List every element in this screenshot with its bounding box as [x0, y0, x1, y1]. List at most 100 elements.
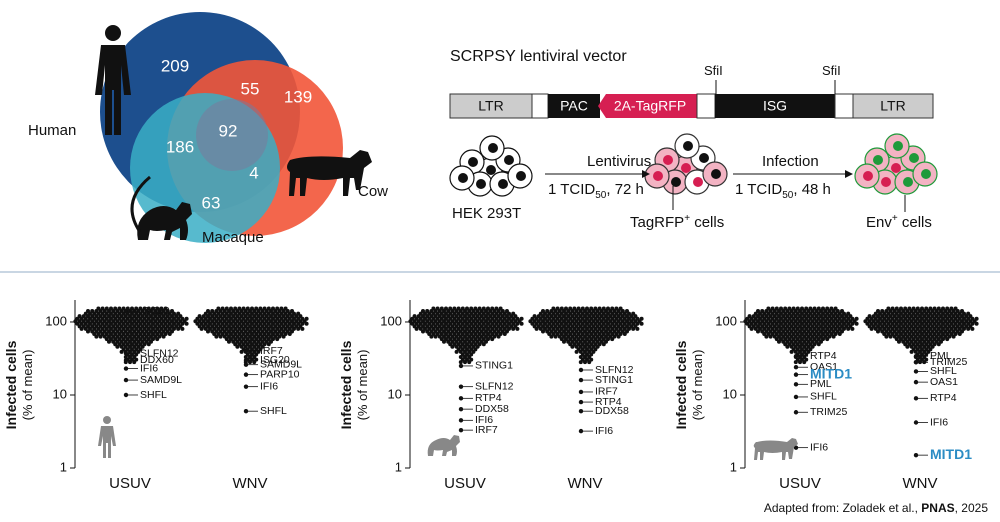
- swarm-dot: [104, 306, 109, 311]
- step-dose: 1 TCID50, 72 h: [548, 181, 644, 201]
- human-icon: [95, 25, 131, 135]
- segment-label: ISG: [763, 98, 787, 114]
- venn-count: 139: [284, 87, 312, 106]
- swarm-dot: [966, 311, 971, 316]
- ltr: [852, 93, 934, 119]
- swarm-dot: [113, 306, 118, 311]
- x-tick-label: WNV: [568, 475, 603, 492]
- swarm-dot: [631, 311, 636, 316]
- gene-point: [243, 384, 249, 389]
- cells-hek: [449, 135, 533, 197]
- swarm-dot: [245, 306, 250, 311]
- swarm-dot: [283, 306, 288, 311]
- y-axis-label: (% of mean): [20, 350, 35, 421]
- workflow: HEK 293T Lentivirus 1 TCID50, 72 h TagRF…: [449, 133, 938, 231]
- gene-label: SAMD9L: [260, 358, 302, 370]
- gene-label: SLFN12: [595, 364, 634, 376]
- nucleus: [711, 169, 721, 179]
- gene-point: [913, 353, 919, 359]
- swarm-dot: [899, 306, 903, 311]
- swarm-dot: [431, 306, 436, 311]
- gene-point: [793, 445, 799, 450]
- swarm-dot: [747, 314, 752, 319]
- venn-count: 186: [166, 137, 194, 156]
- cell-label: Env+ cells: [866, 213, 932, 231]
- swarm-dot: [254, 306, 259, 311]
- gene-label: SAMD9L: [140, 374, 182, 386]
- swarm-dot: [481, 306, 486, 311]
- nucleus: [486, 165, 496, 175]
- x-tick-label: USUV: [444, 475, 486, 492]
- swarm-dot: [146, 306, 151, 311]
- credit: Adapted from: Zoladek et al., PNAS, 2025: [764, 501, 988, 515]
- gene-point: [793, 372, 799, 377]
- swarm-dot: [159, 306, 164, 311]
- swarm-dot: [290, 309, 294, 314]
- species-icon: [427, 435, 460, 456]
- gene-label: DDX58: [595, 405, 629, 417]
- gene-point: [243, 372, 249, 377]
- segment-label: LTR: [478, 98, 503, 114]
- icon-part: [753, 438, 798, 460]
- gene-label: RTP4: [810, 350, 837, 362]
- swarm-dot: [559, 306, 564, 311]
- species-icon: [753, 438, 798, 460]
- swarm-dot: [606, 306, 610, 311]
- venn-count: 209: [161, 56, 189, 75]
- swarm-dot: [840, 309, 844, 314]
- swarm-dot: [766, 306, 771, 311]
- spacer: [531, 93, 549, 119]
- gene-label: TRIM25: [810, 406, 848, 418]
- gene-label: SHFL: [260, 405, 287, 417]
- nucleus: [693, 177, 703, 187]
- gene-point: [458, 396, 464, 401]
- gene-point: [123, 366, 129, 371]
- swarm-dot: [460, 306, 465, 311]
- swarm-dot: [774, 306, 779, 311]
- gene-label: SLFN12: [475, 380, 514, 392]
- swarm-dot: [915, 306, 920, 311]
- swarm-dot: [610, 306, 615, 311]
- t: 50: [595, 190, 607, 201]
- gene-label: IFI6: [475, 414, 493, 426]
- swarm-dot: [233, 306, 238, 311]
- gene-point: [913, 379, 919, 385]
- gene-label: RTP4: [595, 396, 622, 408]
- nucleus: [921, 169, 931, 179]
- gene-label: MITD1: [930, 446, 972, 462]
- nucleus: [683, 141, 693, 151]
- swarm-dot: [949, 306, 954, 311]
- swarm-dot: [555, 306, 560, 311]
- swarm-dot: [266, 306, 271, 311]
- swarm-dot: [787, 306, 792, 311]
- swarm-dot: [224, 306, 229, 311]
- gene-point: [458, 427, 464, 433]
- swarm-dot: [890, 306, 895, 311]
- y-tick-label: 100: [45, 313, 67, 328]
- swarm-dot: [576, 306, 581, 311]
- swarm-dot: [880, 309, 885, 314]
- gene-label: STING1: [475, 360, 513, 372]
- swarm-dot: [130, 306, 134, 311]
- swarm-dot: [541, 309, 545, 314]
- gene-point: [123, 377, 129, 383]
- icon-part: [103, 416, 111, 424]
- gene-point: [123, 392, 129, 398]
- swarm-dot: [756, 309, 760, 314]
- swarm-dot: [532, 314, 537, 319]
- gene-point: [458, 418, 464, 423]
- swarm-dot: [486, 306, 490, 311]
- x-tick-label: WNV: [903, 475, 938, 492]
- t: , 2025: [955, 501, 989, 515]
- t: Env: [866, 214, 892, 231]
- swarm-dot: [452, 306, 457, 311]
- swarm-dot: [184, 316, 189, 321]
- gene-point: [793, 410, 799, 415]
- step-name: Lentivirus: [587, 153, 651, 170]
- y-axis-label: Infected cells: [338, 340, 354, 429]
- t: cells: [898, 214, 932, 231]
- ltr: [449, 93, 533, 119]
- swarm-dot: [505, 309, 509, 314]
- nucleus: [653, 171, 663, 181]
